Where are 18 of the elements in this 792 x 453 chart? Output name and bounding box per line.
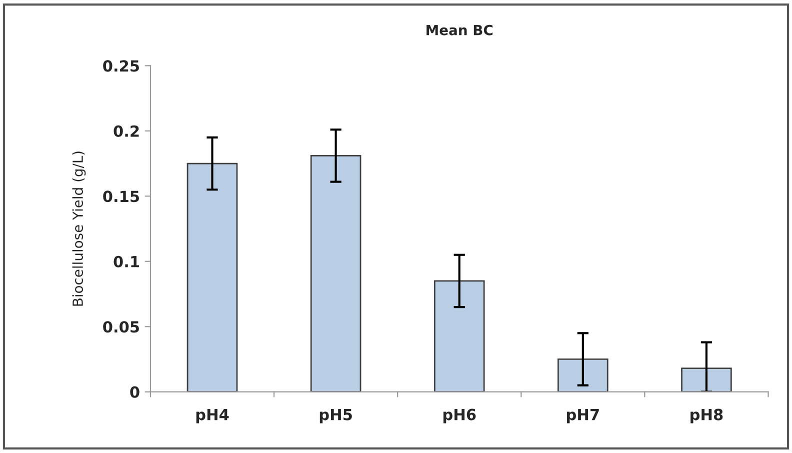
- y-axis-title: Biocellulose Yield (g/L): [72, 152, 86, 306]
- y-tick-label: 0.25: [103, 60, 139, 72]
- chart-title: Mean BC: [426, 24, 493, 36]
- y-tick-label: 0.2: [114, 125, 139, 137]
- bar: [558, 358, 608, 392]
- x-tick-label: pH8: [690, 408, 723, 424]
- x-tick-label: pH5: [320, 408, 352, 424]
- x-tick-label: pH4: [196, 408, 229, 424]
- y-tick-label: 0: [130, 386, 140, 398]
- y-tick-label: 0.05: [103, 321, 139, 333]
- bar: [681, 368, 732, 392]
- y-tick-label: 0.15: [103, 190, 139, 202]
- bar: [186, 162, 238, 392]
- bar: [434, 280, 485, 392]
- x-tick-label: pH7: [567, 408, 599, 424]
- bar: [310, 155, 362, 392]
- x-tick-label: pH6: [443, 408, 476, 424]
- y-tick-label: 0.1: [114, 256, 140, 268]
